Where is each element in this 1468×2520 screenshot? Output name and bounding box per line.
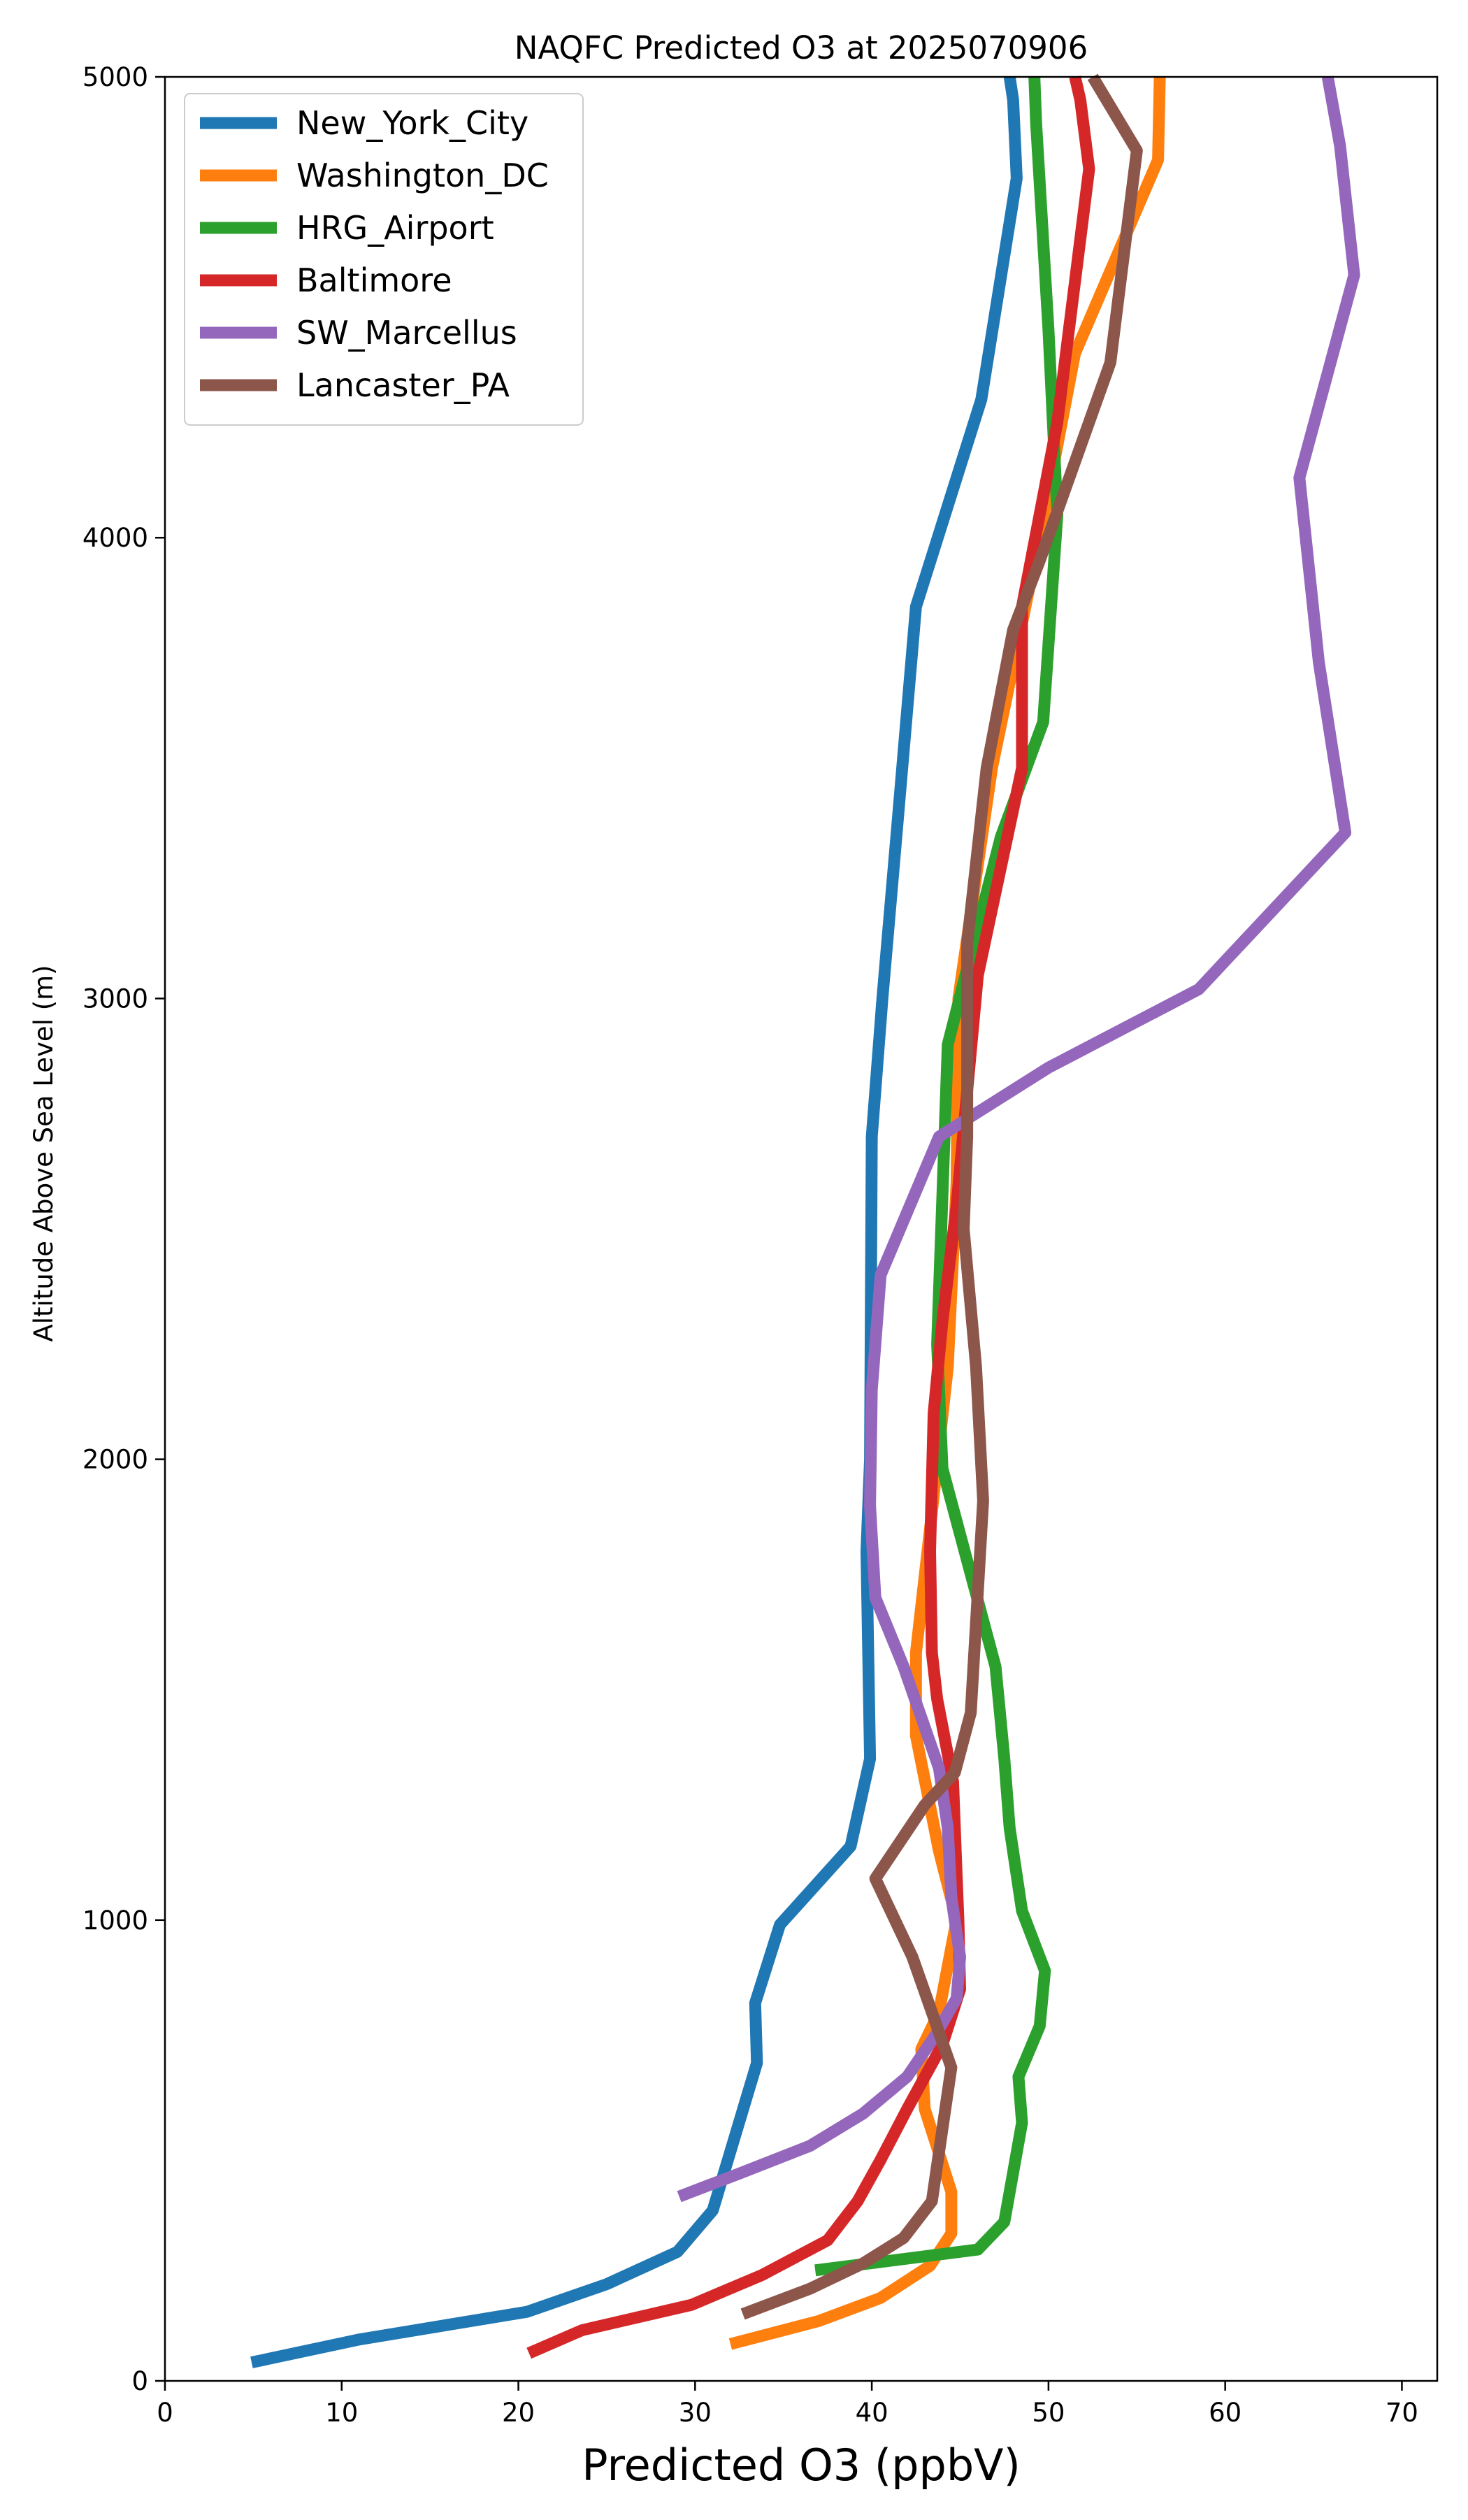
y-tick-label: 1000	[82, 1906, 148, 1936]
x-tick-label: 0	[157, 2398, 173, 2428]
x-tick-label: 20	[502, 2398, 535, 2428]
legend-label-baltimore: Baltimore	[296, 261, 452, 299]
legend-label-lancaster-pa: Lancaster_PA	[296, 366, 510, 404]
x-tick-label: 10	[325, 2398, 358, 2428]
x-tick-label: 60	[1209, 2398, 1242, 2428]
y-tick-label: 5000	[82, 62, 148, 92]
x-tick-label: 70	[1386, 2398, 1418, 2428]
x-tick-label: 50	[1032, 2398, 1065, 2428]
y-tick-label: 0	[131, 2366, 148, 2396]
legend-label-washington-dc: Washington_DC	[296, 157, 549, 194]
series-line-hrg-airport	[814, 76, 1063, 2277]
x-axis-label: Predicted O3 (ppbV)	[582, 2440, 1021, 2491]
series-line-lancaster-pa	[740, 73, 1143, 2320]
axes-frame	[164, 75, 1439, 2382]
x-tick-label: 40	[856, 2398, 888, 2428]
x-tick-label: 30	[679, 2398, 712, 2428]
y-tick-label: 3000	[82, 984, 148, 1014]
series-line-new-york-city	[250, 75, 1023, 2368]
y-axis-label: Altitude Above Sea Level (m)	[29, 965, 59, 1341]
plot-area-border	[164, 75, 1439, 2382]
series-line-baltimore	[526, 75, 1095, 2359]
y-tick-label: 2000	[82, 1445, 148, 1475]
y-axis-ticks: 0 1000 2000 3000 4000 5000	[82, 62, 165, 2396]
chart-title: NAQFC Predicted O3 at 2025070906	[514, 29, 1088, 66]
legend-label-hrg-airport: HRG_Airport	[296, 209, 494, 247]
y-tick-label: 4000	[82, 523, 148, 553]
legend-label-new-york-city: New_York_City	[296, 104, 528, 142]
legend: New_York_City Washington_DC HRG_Airport Bal…	[184, 93, 584, 426]
series-lines-group	[250, 73, 1360, 2368]
legend-label-sw-marcellus: SW_Marcellus	[296, 314, 517, 352]
x-axis-ticks: 0 10 20 30 40 50 60 70	[157, 2381, 1418, 2428]
legend-box	[184, 93, 584, 426]
series-line-sw-marcellus	[677, 75, 1360, 2203]
